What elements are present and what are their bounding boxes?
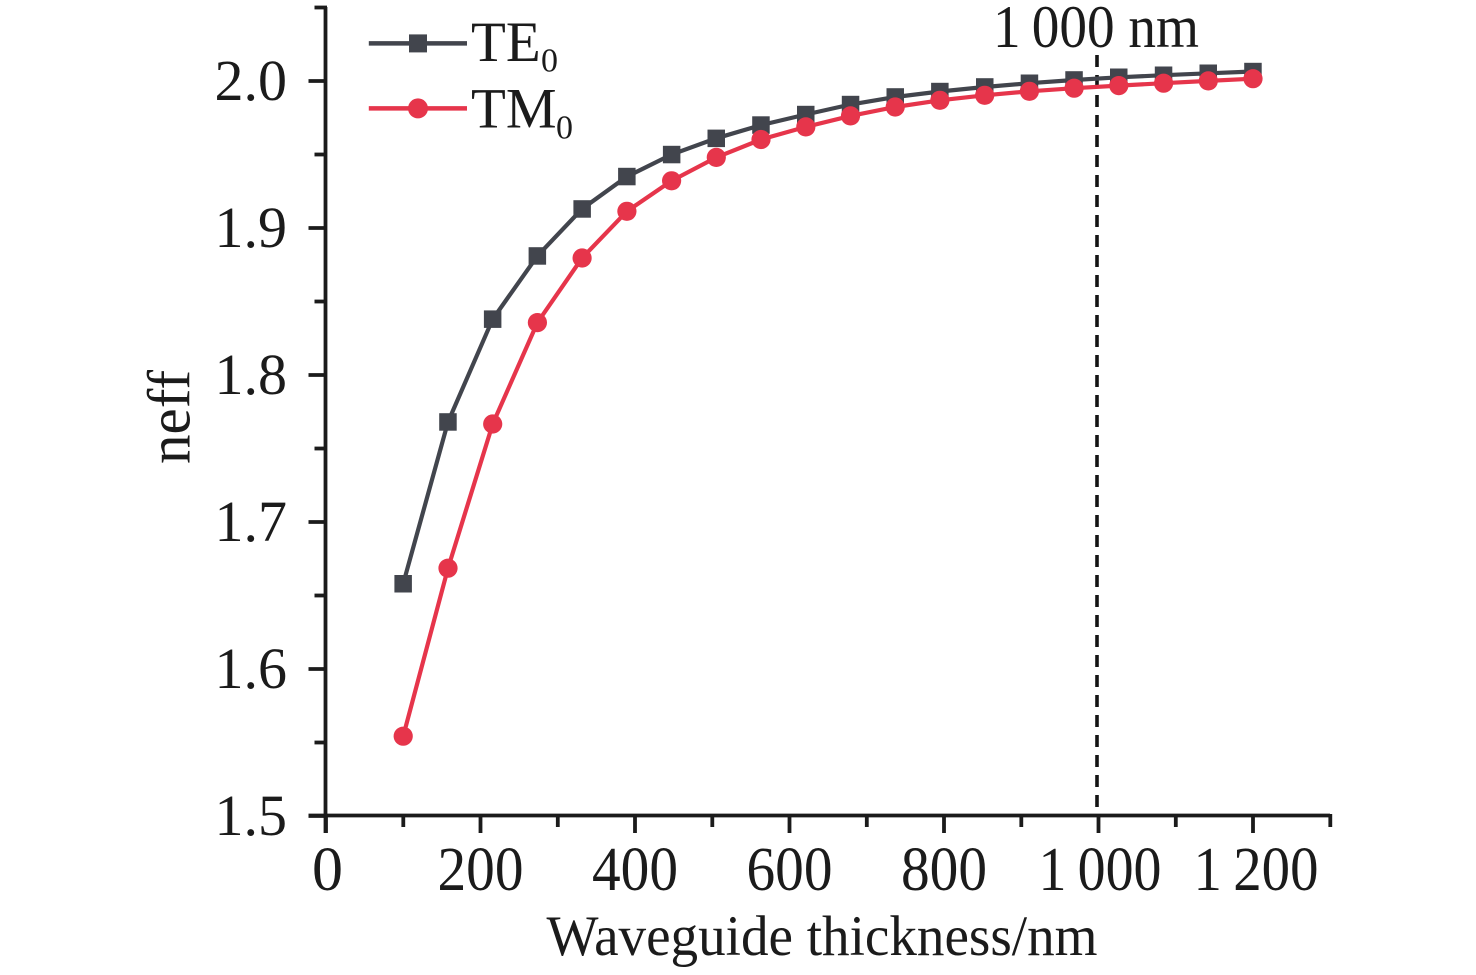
svg-text:0: 0 [312,836,343,904]
svg-text:1 000: 1 000 [1039,836,1162,904]
svg-text:1 200: 1 200 [1194,836,1319,904]
svg-text:0: 0 [541,43,558,80]
svg-text:neff: neff [137,370,203,464]
svg-text:1.9: 1.9 [215,195,288,260]
svg-text:1.8: 1.8 [215,342,288,407]
svg-text:Waveguide thickness/nm: Waveguide thickness/nm [547,905,1098,968]
svg-text:1.6: 1.6 [215,636,288,701]
svg-text:TE: TE [471,11,541,74]
svg-text:2.0: 2.0 [215,48,288,113]
svg-text:1.7: 1.7 [215,489,288,554]
svg-text:600: 600 [747,836,833,904]
svg-text:800: 800 [901,836,987,904]
svg-text:0: 0 [556,110,573,147]
svg-text:200: 200 [438,836,524,904]
svg-text:TM: TM [471,78,557,141]
svg-text:1.5: 1.5 [215,783,288,848]
svg-text:1 000 nm: 1 000 nm [993,0,1199,60]
svg-text:400: 400 [592,836,678,904]
